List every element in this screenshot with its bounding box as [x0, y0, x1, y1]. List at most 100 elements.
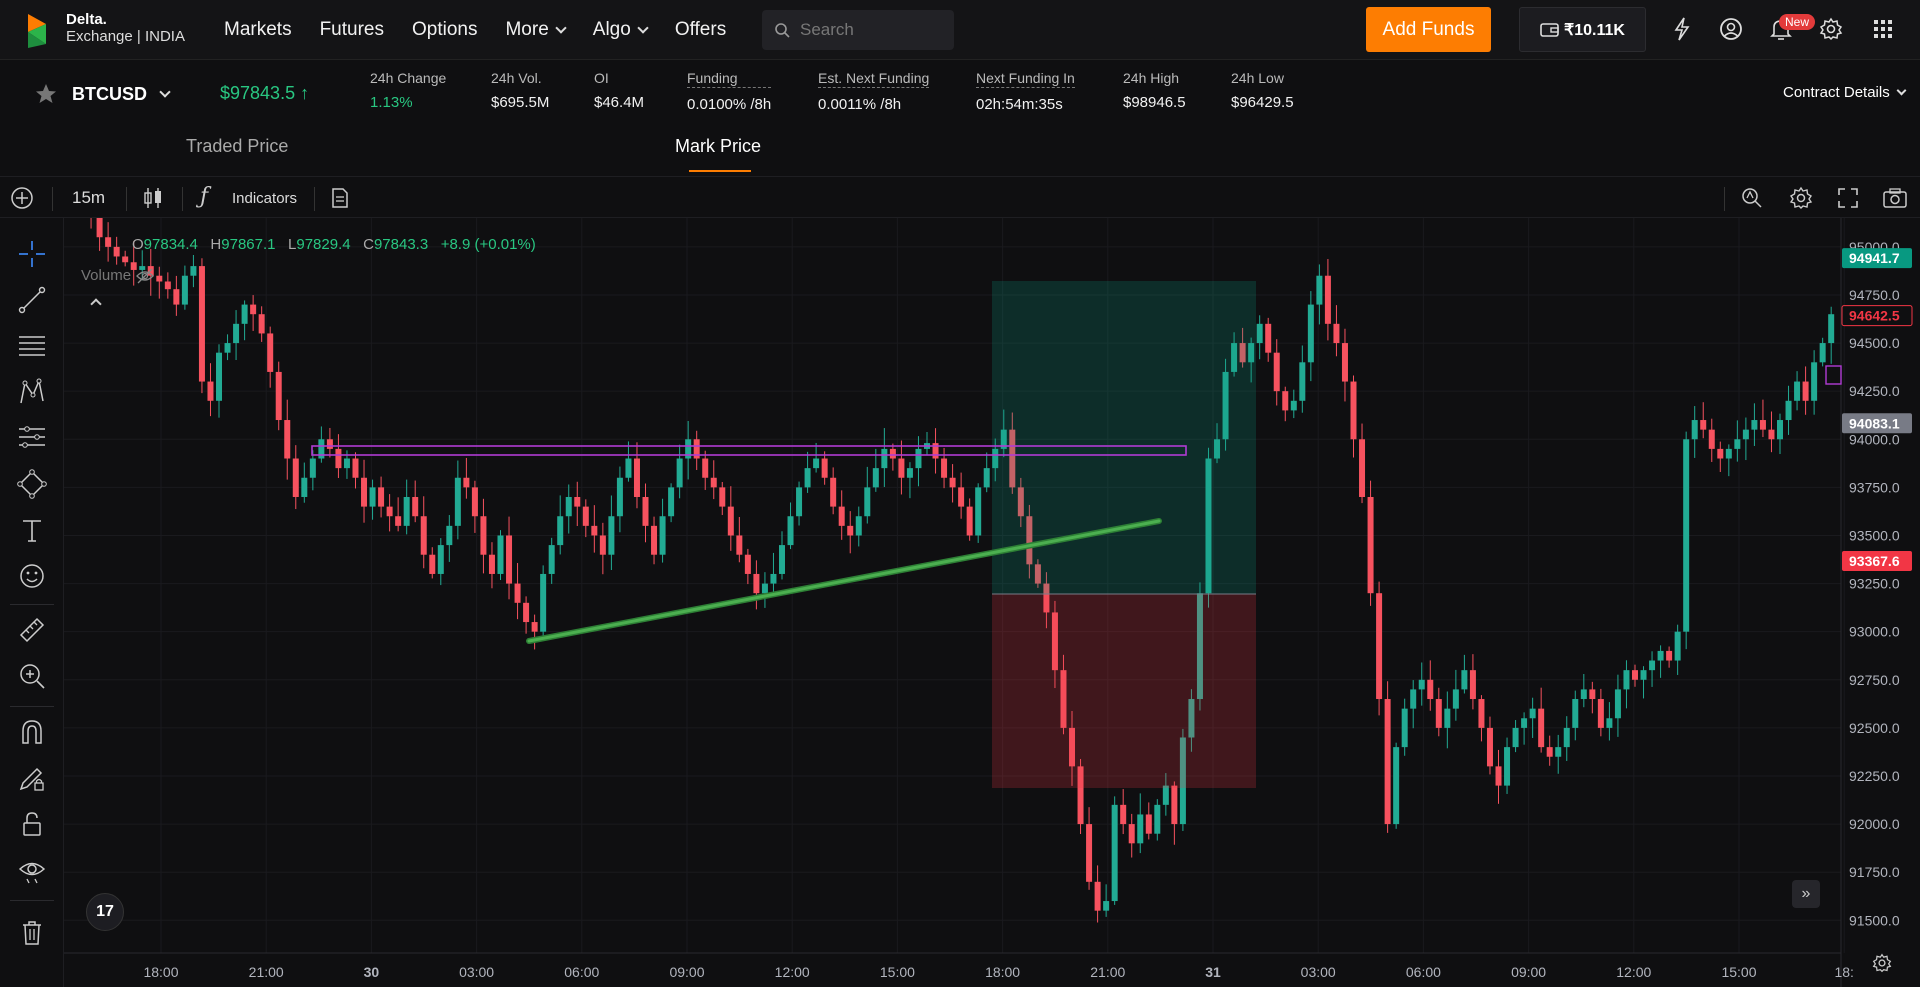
candle-body — [1717, 448, 1724, 459]
candle-body — [1759, 420, 1766, 430]
nav-options[interactable]: Options — [412, 19, 477, 41]
indicators-button[interactable]: Indicators — [232, 190, 298, 207]
stat-value: 02h:54m:35s — [976, 96, 1063, 113]
indicators-icon: ƒ — [200, 184, 209, 209]
candle-body — [216, 352, 223, 401]
zoom-in-icon[interactable] — [14, 658, 50, 694]
stat-label: 24h High — [1123, 70, 1180, 86]
add-symbol-icon[interactable] — [10, 186, 34, 210]
nav-algo[interactable]: Algo — [593, 19, 649, 41]
logo[interactable]: Delta. Exchange | INDIA — [22, 10, 185, 48]
price-label-bg — [1841, 305, 1913, 327]
search-input[interactable] — [800, 20, 940, 40]
nav-markets[interactable]: Markets — [224, 19, 292, 41]
star-icon[interactable] — [34, 82, 58, 106]
candle-body — [565, 496, 572, 517]
collapse-legend-icon[interactable] — [90, 296, 102, 310]
candle-body — [181, 275, 188, 305]
stat-5[interactable]: Next Funding In 02h:54m:35s — [976, 70, 1075, 113]
contract-details-label: Contract Details — [1783, 84, 1890, 101]
stat-3[interactable]: Funding 0.0100% /8h — [687, 70, 772, 113]
chart-settings-small-icon[interactable] — [1872, 953, 1892, 973]
candle-body — [770, 573, 777, 584]
emoji-icon[interactable] — [14, 558, 50, 594]
candle-body — [591, 525, 598, 536]
nav-more[interactable]: More — [505, 19, 567, 41]
ruler-icon[interactable] — [14, 612, 50, 648]
camera-icon[interactable] — [1882, 187, 1908, 209]
interval-selector[interactable]: 15m — [72, 188, 106, 207]
candle-body — [326, 439, 333, 449]
crosshair-icon[interactable] — [14, 236, 50, 272]
candle-body — [1299, 362, 1306, 401]
shapes-icon[interactable] — [14, 466, 50, 502]
candle-body — [198, 266, 205, 382]
top-nav: Delta. Exchange | INDIA Markets Futures … — [0, 0, 1920, 60]
unlock-icon[interactable] — [14, 806, 50, 842]
forecast-icon[interactable] — [14, 420, 50, 456]
apps-grid-icon[interactable] — [1872, 16, 1894, 42]
chart-settings-icon[interactable] — [1789, 186, 1813, 210]
stat-4[interactable]: Est. Next Funding 0.0011% /8h — [818, 70, 930, 113]
candle-body — [1316, 275, 1323, 305]
search-box[interactable] — [762, 10, 954, 50]
x-tick-label: 15:00 — [1721, 964, 1756, 980]
candle-type-icon[interactable] — [142, 186, 164, 210]
candle-body — [864, 487, 871, 517]
alert-search-icon[interactable] — [1740, 186, 1766, 210]
candle-body — [796, 487, 803, 517]
candle-body — [941, 458, 948, 478]
add-funds-button[interactable]: Add Funds — [1366, 7, 1491, 52]
gear-icon[interactable] — [1819, 16, 1843, 42]
stat-value: 1.13% — [370, 94, 413, 111]
candle-body — [1359, 439, 1366, 497]
fullscreen-icon[interactable] — [1837, 187, 1859, 209]
stat-7: 24h Low $96429.5 — [1231, 70, 1294, 111]
eye-off-icon[interactable] — [135, 268, 155, 284]
x-tick-label: 31 — [1205, 964, 1221, 980]
templates-icon[interactable] — [330, 187, 350, 209]
tab-traded-price[interactable]: Traded Price — [186, 136, 289, 156]
candle-body — [1393, 747, 1400, 825]
nav-futures[interactable]: Futures — [320, 19, 384, 41]
y-tick-label: 93250.0 — [1849, 576, 1900, 592]
price-chart[interactable]: 95000.094750.094500.094250.094000.093750… — [64, 218, 1920, 987]
pattern-icon[interactable] — [14, 374, 50, 410]
y-tick-label: 92000.0 — [1849, 816, 1900, 832]
price-label: 93367.6 — [1842, 550, 1912, 571]
lock-drawing-icon[interactable] — [14, 760, 50, 796]
tradingview-logo[interactable]: 17 — [86, 893, 124, 931]
tab-mark-price[interactable]: Mark Price — [675, 136, 762, 156]
candle-body — [1120, 804, 1127, 825]
y-tick-label: 91750.0 — [1849, 864, 1900, 880]
symbol-selector[interactable]: BTCUSD — [34, 82, 171, 106]
text-icon[interactable] — [14, 512, 50, 548]
volume-label[interactable]: Volume — [81, 267, 155, 284]
lightning-icon[interactable] — [1671, 16, 1693, 42]
candle-body — [1410, 689, 1417, 709]
scroll-to-realtime-button[interactable]: » — [1792, 880, 1820, 908]
contract-details-button[interactable]: Contract Details — [1783, 84, 1907, 101]
candle-body — [429, 554, 436, 574]
trash-icon[interactable] — [14, 914, 50, 950]
new-badge: New — [1779, 14, 1816, 30]
trendline-icon[interactable] — [14, 282, 50, 318]
account-icon[interactable] — [1718, 16, 1744, 42]
candle-body — [1154, 804, 1161, 834]
candle-body — [497, 535, 504, 574]
close-label: C — [363, 236, 374, 253]
magnet-icon[interactable] — [14, 714, 50, 750]
candle-body — [1367, 496, 1374, 594]
fib-lines-icon[interactable] — [14, 328, 50, 364]
candle-body — [446, 525, 453, 546]
candle-body — [292, 458, 299, 497]
candle-body — [1043, 583, 1050, 613]
nav-offers[interactable]: Offers — [675, 19, 726, 41]
eye-icon[interactable] — [14, 852, 50, 888]
candle-body — [889, 448, 896, 459]
candle-body — [1248, 343, 1255, 363]
candle-body — [1239, 343, 1246, 363]
candle-body — [139, 266, 146, 270]
candle-body — [1708, 429, 1715, 449]
wallet-balance-button[interactable]: ₹10.11K — [1519, 7, 1646, 52]
